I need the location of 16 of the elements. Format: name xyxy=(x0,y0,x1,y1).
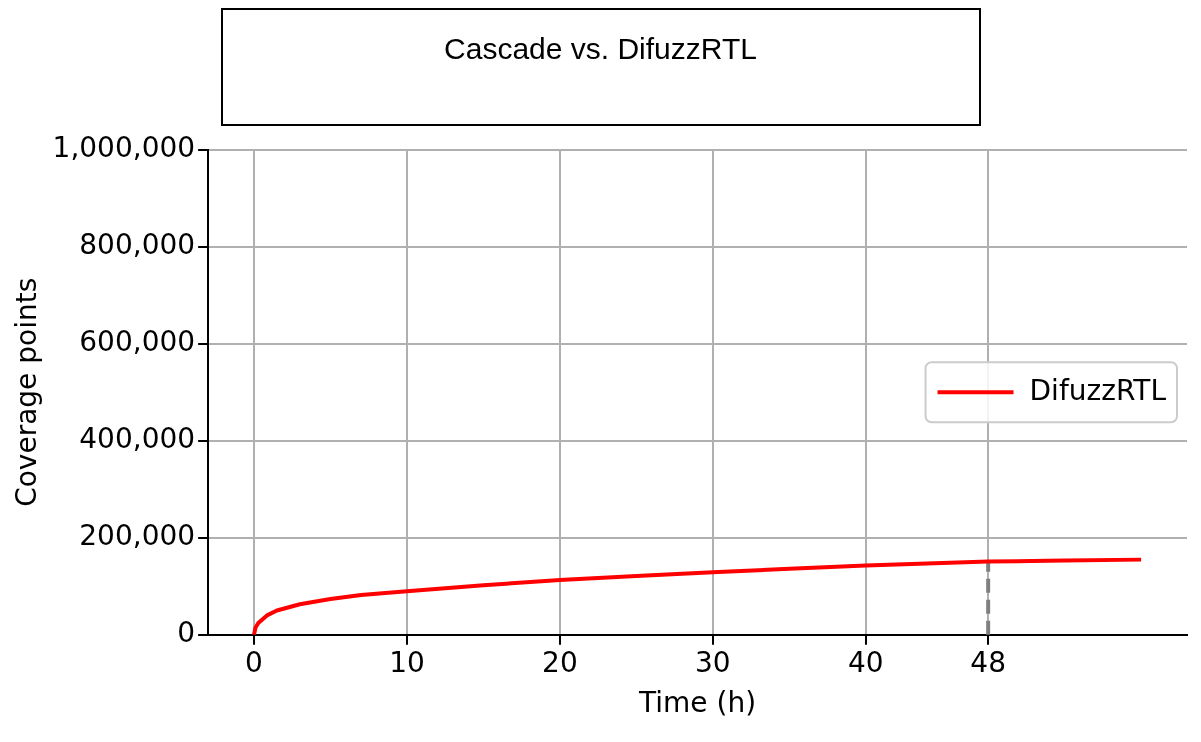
legend-label: DifuzzRTL xyxy=(1029,373,1167,407)
y-tick-label: 0 xyxy=(177,616,196,650)
y-tick-label: 200,000 xyxy=(79,519,196,553)
x-tick-label: 30 xyxy=(695,645,731,679)
y-axis-title: Coverage points xyxy=(10,277,44,507)
x-tick-label: 40 xyxy=(847,645,884,679)
x-tick-label: 48 xyxy=(970,645,1006,679)
x-axis-title: Time (h) xyxy=(638,686,757,720)
y-tick-label: 1,000,000 xyxy=(52,131,196,165)
y-tick-label: 800,000 xyxy=(79,228,196,262)
x-tick-label: 10 xyxy=(389,645,425,679)
x-tick-label: 0 xyxy=(245,645,263,679)
chart-title: Cascade vs. DifuzzRTL xyxy=(220,8,981,126)
y-tick-label: 600,000 xyxy=(79,325,196,359)
y-tick-label: 400,000 xyxy=(79,422,196,456)
x-tick-label: 20 xyxy=(542,645,578,679)
